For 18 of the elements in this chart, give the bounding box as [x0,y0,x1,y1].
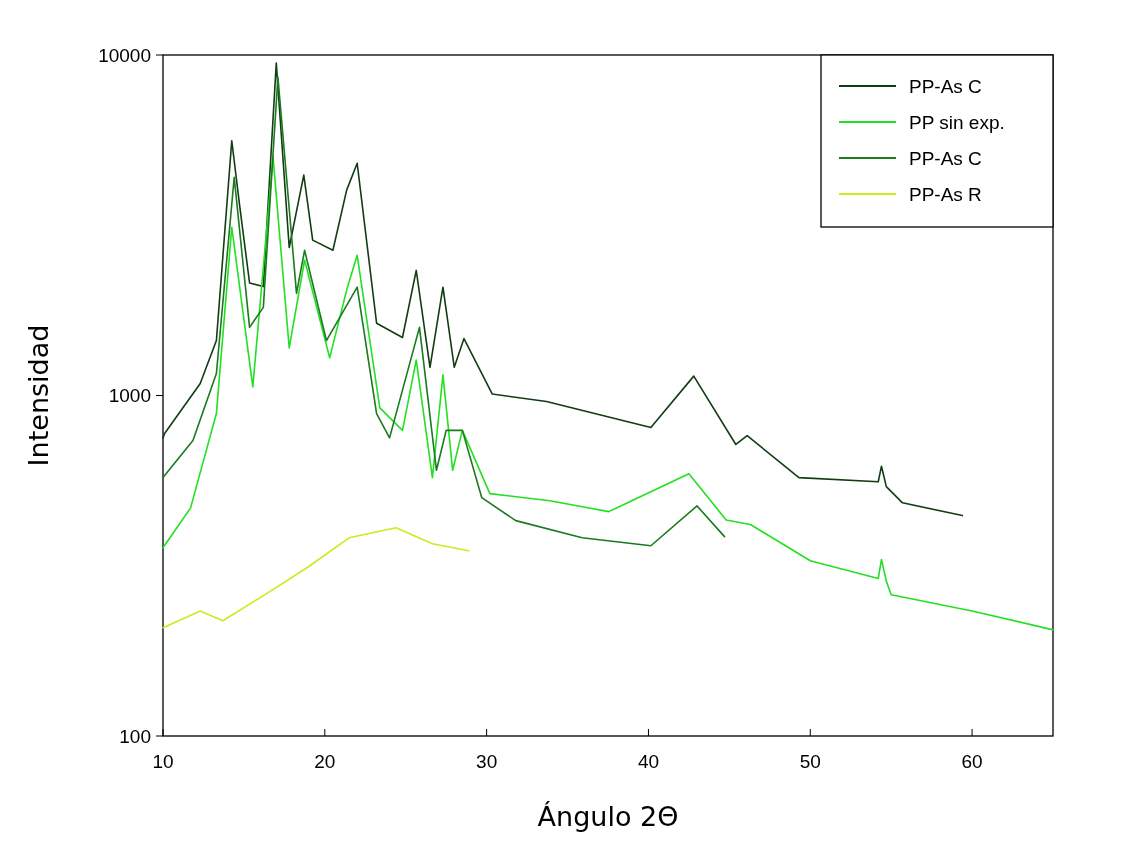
x-tick-label: 20 [314,751,336,772]
legend-label: PP-As C [909,147,982,169]
x-tick-label: 30 [476,751,498,772]
legend-label: PP-As R [909,183,982,205]
y-tick-label: 10000 [98,44,151,66]
y-tick-label: 100 [119,725,151,747]
line-series [162,526,470,629]
x-tick-label: 50 [799,751,821,772]
legend-label: PP sin exp. [909,111,1005,133]
line-series [162,76,726,547]
x-axis-title: Ángulo 2Θ [537,801,679,832]
y-tick-label: 1000 [108,385,151,407]
x-tick-label: 60 [961,751,983,772]
x-tick-label: 40 [637,751,660,772]
x-tick-label: 10 [152,751,174,772]
y-axis-title: Intensidad [23,324,54,467]
line-series [162,62,964,517]
legend-label: PP-As C [909,75,982,97]
